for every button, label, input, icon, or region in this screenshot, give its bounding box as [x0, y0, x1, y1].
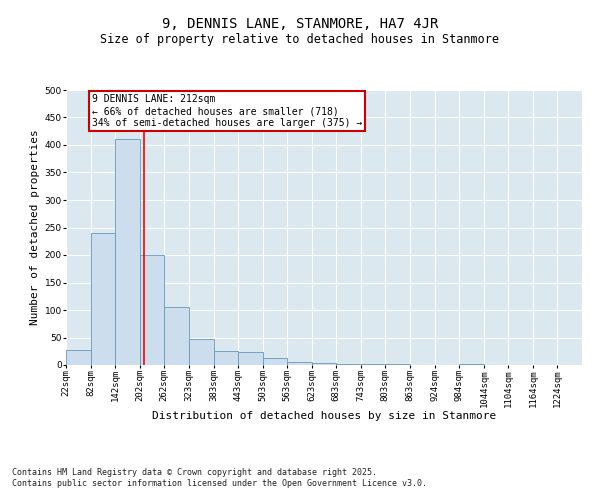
Bar [214, 351, 238, 365]
Bar [263, 358, 287, 365]
Y-axis label: Number of detached properties: Number of detached properties [31, 130, 40, 326]
Bar [115, 140, 140, 365]
Text: 9 DENNIS LANE: 212sqm
← 66% of detached houses are smaller (718)
34% of semi-det: 9 DENNIS LANE: 212sqm ← 66% of detached … [92, 94, 362, 128]
Bar [66, 350, 91, 365]
Bar [460, 364, 484, 365]
Text: Size of property relative to detached houses in Stanmore: Size of property relative to detached ho… [101, 32, 499, 46]
Bar [312, 363, 336, 365]
Bar [91, 233, 115, 365]
Bar [140, 255, 164, 365]
Text: 9, DENNIS LANE, STANMORE, HA7 4JR: 9, DENNIS LANE, STANMORE, HA7 4JR [162, 18, 438, 32]
Text: Contains HM Land Registry data © Crown copyright and database right 2025.
Contai: Contains HM Land Registry data © Crown c… [12, 468, 427, 487]
Bar [287, 362, 312, 365]
Bar [189, 338, 214, 365]
Bar [238, 352, 263, 365]
Bar [164, 307, 189, 365]
X-axis label: Distribution of detached houses by size in Stanmore: Distribution of detached houses by size … [152, 411, 496, 421]
Bar [361, 364, 385, 365]
Bar [336, 364, 361, 365]
Bar [385, 364, 410, 365]
